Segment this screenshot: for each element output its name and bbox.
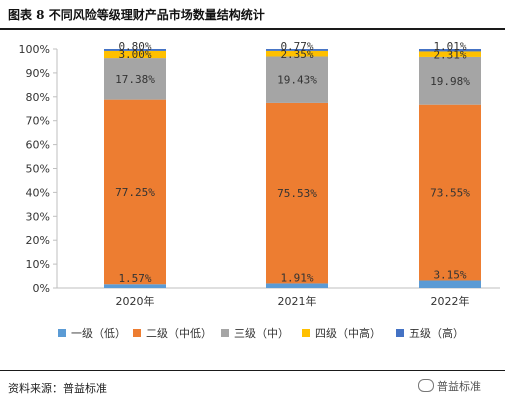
y-tick-label: 40% <box>26 186 50 199</box>
y-tick-label: 90% <box>26 67 50 80</box>
data-label: 1.01% <box>433 40 466 53</box>
y-tick-label: 60% <box>26 139 50 152</box>
bar-segment <box>104 49 166 51</box>
legend-label: 二级（中低） <box>146 327 212 340</box>
legend-label: 五级（高） <box>409 326 464 340</box>
y-tick-label: 0% <box>33 282 50 295</box>
watermark: 普益标准 <box>418 378 481 394</box>
chart-title: 图表 8 不同风险等级理财产品市场数量结构统计 <box>8 8 265 22</box>
legend-swatch <box>396 329 404 337</box>
bar-segment <box>419 49 481 52</box>
legend-swatch <box>302 329 310 337</box>
data-label: 0.80% <box>118 40 151 53</box>
stacked-bar-chart: 0% 10% 20% 30% 40% 50% 60% 70% 80% 90% 100% 2020年 20… <box>19 40 500 340</box>
data-label: 75.53% <box>277 187 317 200</box>
data-label: 19.98% <box>430 75 470 88</box>
legend-swatch <box>58 329 66 337</box>
data-label: 2.35% <box>280 48 313 61</box>
bar-segment <box>266 102 328 284</box>
data-label: 73.55% <box>430 187 470 200</box>
wechat-icon <box>418 379 434 392</box>
bar-segment <box>104 99 166 285</box>
x-tick-label: 2020年 <box>116 294 155 308</box>
legend-label: 一级（低） <box>71 327 126 340</box>
data-label: 17.38% <box>115 73 155 86</box>
watermark-text: 普益标准 <box>437 380 481 393</box>
y-tick-label: 10% <box>26 258 50 271</box>
y-tick-label: 80% <box>26 91 50 104</box>
data-label: 1.91% <box>280 271 313 284</box>
y-tick-label: 30% <box>26 210 50 223</box>
source-note: 资料来源：普益标准 <box>8 382 107 395</box>
data-label: 19.43% <box>277 74 317 87</box>
data-label: 1.57% <box>118 272 151 285</box>
legend-swatch <box>133 329 141 337</box>
bar-segment <box>266 49 328 51</box>
legend-swatch <box>221 329 229 337</box>
data-label: 3.15% <box>433 268 466 281</box>
y-tick-label: 50% <box>26 163 50 176</box>
y-tick-label: 100% <box>19 43 50 56</box>
data-label: 2.31% <box>433 48 466 61</box>
x-tick-label: 2022年 <box>431 294 470 308</box>
title-rule <box>0 28 505 30</box>
bar-segment <box>419 56 481 105</box>
bar-segment <box>104 58 166 100</box>
data-label: 77.25% <box>115 186 155 199</box>
bar-segment <box>419 51 481 57</box>
title-bar: 图表 8 不同风险等级理财产品市场数量结构统计 <box>0 0 505 30</box>
bar-segment <box>266 283 328 288</box>
legend-label: 三级（中） <box>234 327 289 340</box>
bar-segment <box>419 104 481 281</box>
legend-label: 四级（中高） <box>315 326 381 340</box>
y-tick-label: 70% <box>26 115 50 128</box>
x-tick-label: 2021年 <box>278 294 317 308</box>
data-label: 3.00% <box>118 48 151 61</box>
footer-rule <box>0 370 505 371</box>
data-label: 0.77% <box>280 40 313 53</box>
bar-segment <box>104 50 166 59</box>
y-tick-label: 20% <box>26 234 50 247</box>
bar-segment <box>419 280 481 288</box>
bar-segment <box>266 50 328 57</box>
bar-segment <box>266 56 328 103</box>
bar-segment <box>104 284 166 288</box>
